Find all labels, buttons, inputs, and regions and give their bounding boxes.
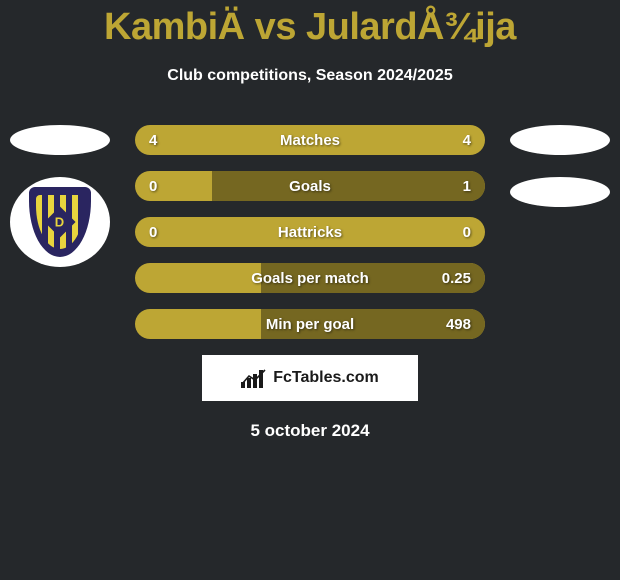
- stat-left-value: 4: [149, 132, 157, 149]
- stat-row-matches: 4 Matches 4: [135, 125, 485, 155]
- stat-left-value: 0: [149, 178, 157, 195]
- right-player-badges: [510, 125, 610, 229]
- stat-row-goals-per-match: Goals per match 0.25: [135, 263, 485, 293]
- stat-right-value: 0.25: [442, 270, 471, 287]
- stat-right-value: 4: [463, 132, 471, 149]
- stat-right-value: 0: [463, 224, 471, 241]
- right-club-silhouette: [510, 177, 610, 207]
- footer-logo-box[interactable]: FcTables.com: [202, 355, 418, 401]
- date-text: 5 october 2024: [0, 421, 620, 441]
- stat-row-min-per-goal: Min per goal 498: [135, 309, 485, 339]
- subtitle: Club competitions, Season 2024/2025: [0, 67, 620, 85]
- stat-right-value: 1: [463, 178, 471, 195]
- fctables-chart-icon: [241, 368, 267, 388]
- right-player-silhouette: [510, 125, 610, 155]
- page-title: KambiÄ vs JulardÅ¾ija: [0, 0, 620, 49]
- shield-icon: D: [29, 187, 91, 257]
- stat-label: Min per goal: [266, 316, 354, 333]
- stat-label: Goals per match: [251, 270, 369, 287]
- left-club-badge: D: [10, 177, 110, 267]
- stat-label: Hattricks: [278, 224, 342, 241]
- stat-row-hattricks: 0 Hattricks 0: [135, 217, 485, 247]
- stat-left-value: 0: [149, 224, 157, 241]
- stat-right-value: 498: [446, 316, 471, 333]
- stat-label: Goals: [289, 178, 331, 195]
- stats-list: 4 Matches 4 0 Goals 1 0 Hattricks 0 Goal…: [135, 125, 485, 339]
- stat-label: Matches: [280, 132, 340, 149]
- stat-row-goals: 0 Goals 1: [135, 171, 485, 201]
- stat-fill-bar: [212, 171, 485, 201]
- left-player-badges: D: [10, 125, 110, 267]
- footer-logo-text: FcTables.com: [273, 369, 379, 387]
- shield-letter: D: [55, 214, 64, 229]
- comparison-content: D 4 Matches 4 0 Goals 1 0 Hattricks 0: [0, 125, 620, 441]
- left-player-silhouette: [10, 125, 110, 155]
